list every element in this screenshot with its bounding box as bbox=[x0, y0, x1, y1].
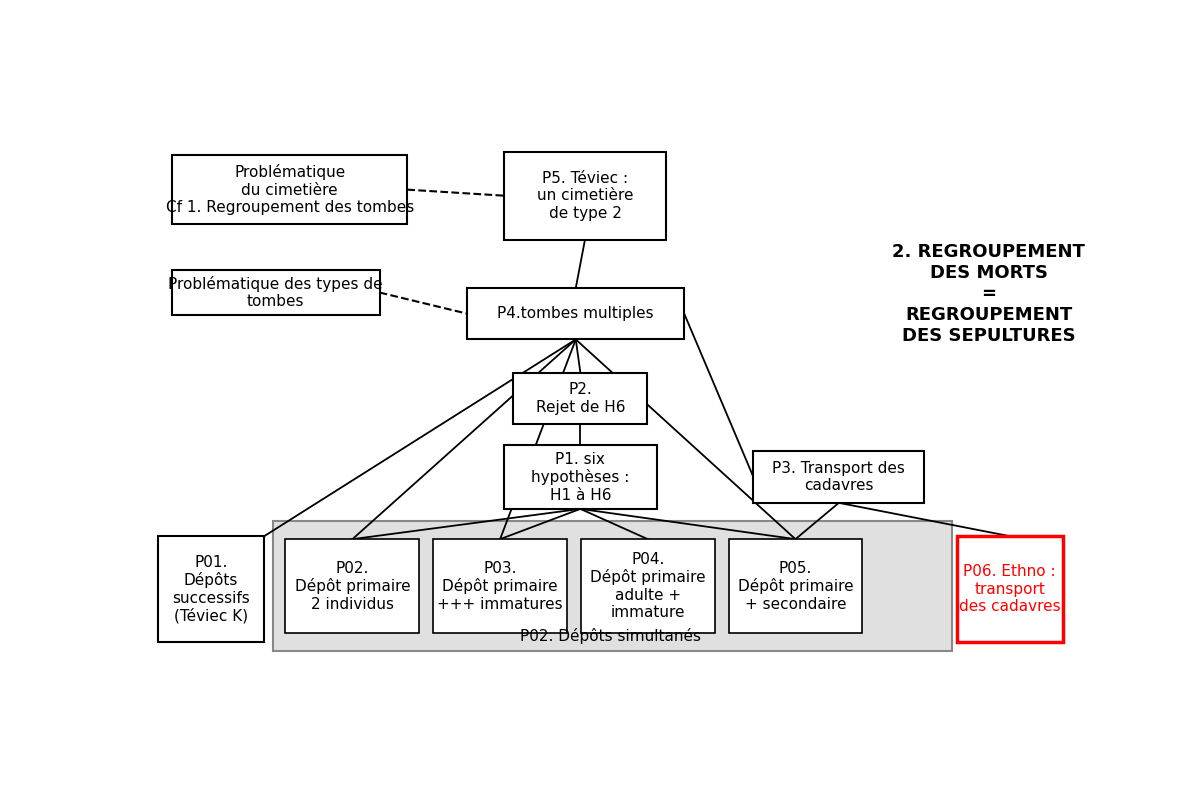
Text: P4.tombes multiples: P4.tombes multiples bbox=[498, 307, 654, 321]
Text: P03.
Dépôt primaire
+++ immatures: P03. Dépôt primaire +++ immatures bbox=[437, 560, 563, 612]
Text: P1. six
hypothèses :
H1 à H6: P1. six hypothèses : H1 à H6 bbox=[531, 452, 630, 502]
Text: Problématique des types de
tombes: Problématique des types de tombes bbox=[168, 276, 384, 309]
Text: P01.
Dépôts
successifs
(Téviec K): P01. Dépôts successifs (Téviec K) bbox=[173, 555, 250, 623]
Text: P05.
Dépôt primaire
+ secondaire: P05. Dépôt primaire + secondaire bbox=[737, 560, 853, 612]
Text: P04.
Dépôt primaire
adulte +
immature: P04. Dépôt primaire adulte + immature bbox=[590, 552, 705, 620]
FancyBboxPatch shape bbox=[172, 155, 407, 225]
FancyBboxPatch shape bbox=[274, 521, 952, 651]
FancyBboxPatch shape bbox=[467, 288, 684, 340]
FancyBboxPatch shape bbox=[729, 539, 862, 633]
Text: 2. REGROUPEMENT
DES MORTS
=
REGROUPEMENT
DES SEPULTURES: 2. REGROUPEMENT DES MORTS = REGROUPEMENT… bbox=[892, 244, 1085, 344]
Text: P06. Ethno :
transport
des cadavres: P06. Ethno : transport des cadavres bbox=[959, 564, 1060, 614]
Text: P5. Téviec :
un cimetière
de type 2: P5. Téviec : un cimetière de type 2 bbox=[537, 171, 634, 221]
FancyBboxPatch shape bbox=[158, 536, 264, 642]
Text: P2.
Rejet de H6: P2. Rejet de H6 bbox=[536, 382, 625, 415]
FancyBboxPatch shape bbox=[286, 539, 419, 633]
FancyBboxPatch shape bbox=[504, 446, 656, 509]
FancyBboxPatch shape bbox=[504, 152, 666, 240]
Text: P02. Dépôts simultanés: P02. Dépôts simultanés bbox=[520, 628, 700, 644]
FancyBboxPatch shape bbox=[434, 539, 567, 633]
FancyBboxPatch shape bbox=[581, 539, 715, 633]
FancyBboxPatch shape bbox=[172, 270, 380, 315]
Text: P02.
Dépôt primaire
2 individus: P02. Dépôt primaire 2 individus bbox=[294, 560, 410, 612]
Text: P3. Transport des
cadavres: P3. Transport des cadavres bbox=[773, 461, 905, 494]
FancyBboxPatch shape bbox=[754, 451, 924, 503]
FancyBboxPatch shape bbox=[956, 536, 1062, 642]
Text: Problématique
du cimetière
Cf 1. Regroupement des tombes: Problématique du cimetière Cf 1. Regroup… bbox=[166, 164, 413, 215]
FancyBboxPatch shape bbox=[513, 373, 648, 424]
